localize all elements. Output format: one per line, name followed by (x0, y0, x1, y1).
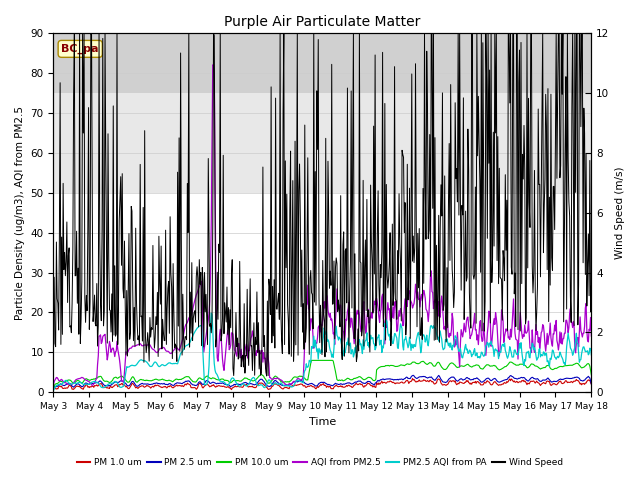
Bar (53, 93, 591, 192)
X-axis label: Time: Time (308, 417, 336, 427)
Text: BC_pa: BC_pa (61, 44, 99, 54)
Y-axis label: Particle Density (ug/m3), AQI from PM2.5: Particle Density (ug/m3), AQI from PM2.5 (15, 106, 25, 320)
Legend: PM 1.0 um, PM 2.5 um, PM 10.0 um, AQI from PM2.5, PM2.5 AQI from PA, Wind Speed: PM 1.0 um, PM 2.5 um, PM 10.0 um, AQI fr… (73, 455, 567, 471)
Bar (53, 192, 591, 392)
Title: Purple Air Particulate Matter: Purple Air Particulate Matter (224, 15, 420, 29)
Y-axis label: Wind Speed (m/s): Wind Speed (m/s) (615, 167, 625, 259)
Bar (53, 33, 591, 93)
